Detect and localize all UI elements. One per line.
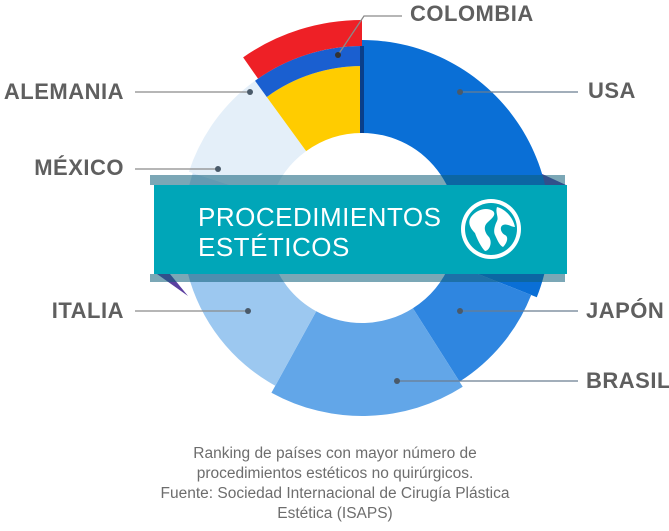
leader-dot-japon [457,308,463,314]
label-brasil: BRASIL [586,368,669,393]
leader-dot-mexico [215,166,221,172]
slice-colombia-band-2 [243,20,362,79]
banner-shadow-top [150,175,565,185]
leader-dot-usa [457,89,463,95]
label-usa: USA [588,78,636,103]
leader-dot-italia [245,308,251,314]
label-italia: ITALIA [52,298,124,323]
leader-colombia [337,15,402,56]
chart-caption: Ranking de países con mayor número de pr… [90,444,580,524]
leader-dot-brasil [394,378,400,384]
slice-italia [187,251,317,386]
label-colombia: COLOMBIA [410,1,534,26]
label-mexico: MÉXICO [34,155,124,180]
label-alemania: ALEMANIA [4,79,124,104]
slice-colombia-band-1 [255,46,362,97]
banner-line-2: ESTÉTICOS [198,232,350,262]
leader-lines [135,15,578,384]
caption-line: Fuente: Sociedad Internacional de Cirugí… [160,485,510,502]
banner-line-1: PROCEDIMIENTOS [198,202,441,232]
slice-brasil [271,308,463,416]
leader-dot-colombia [335,52,341,58]
caption-line: Ranking de países con mayor número de [193,445,477,462]
leader-dot-alemania [247,89,253,95]
caption-line: Estética (ISAPS) [277,505,393,522]
label-japon: JAPÓN [586,298,664,323]
slice-colombia-band-0 [266,66,362,152]
globe-icon [461,199,521,259]
banner-shadow-bottom [150,274,565,282]
caption-line: procedimientos estéticos no quirúrgicos. [196,465,474,482]
slice-japon [412,262,532,382]
